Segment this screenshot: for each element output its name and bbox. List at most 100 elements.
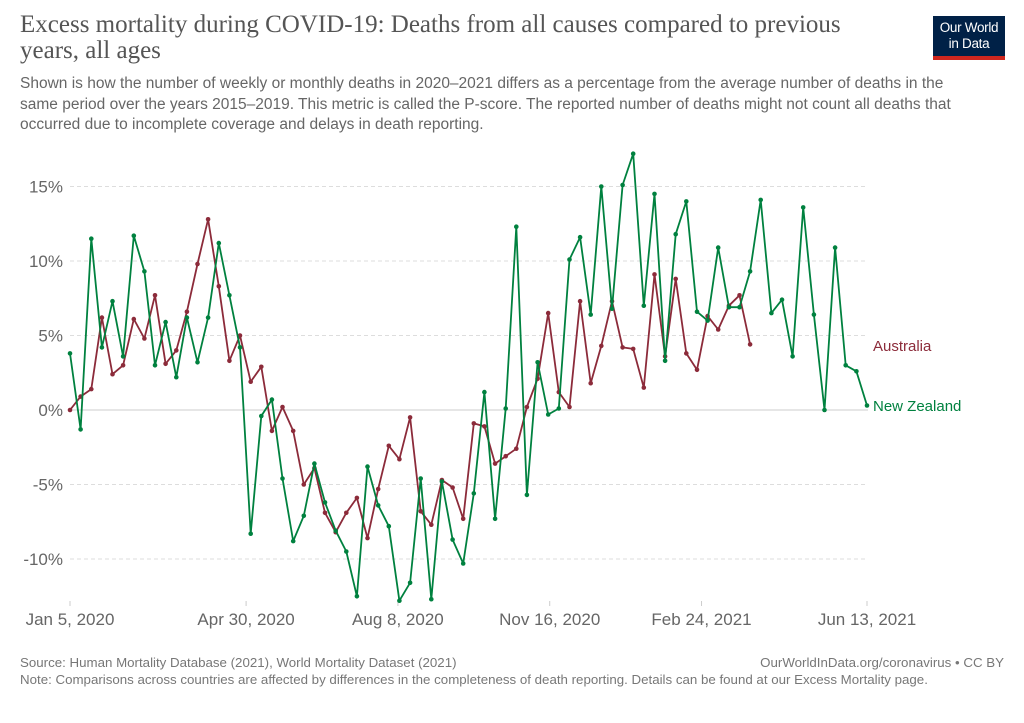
data-point	[779, 297, 785, 303]
data-point	[684, 351, 689, 356]
data-point	[142, 336, 147, 341]
data-point	[705, 318, 710, 323]
data-point	[227, 293, 232, 298]
data-point	[131, 316, 137, 322]
data-point	[599, 184, 604, 189]
data-point	[747, 342, 753, 347]
x-tick-label: Apr 30, 2020	[197, 610, 294, 629]
data-point	[205, 315, 211, 320]
owid-link[interactable]: OurWorldInData.org/coronavirus • CC BY	[760, 655, 1004, 670]
data-point	[174, 374, 179, 380]
data-point	[503, 453, 509, 459]
data-point	[290, 538, 296, 544]
source-text: Source: Human Mortality Database (2021),…	[20, 655, 457, 670]
data-point	[89, 236, 94, 241]
data-point	[248, 531, 253, 536]
data-point	[237, 333, 243, 338]
data-point	[588, 312, 593, 317]
data-point	[237, 345, 243, 350]
data-point	[110, 298, 115, 304]
data-point	[407, 415, 413, 420]
data-point	[769, 310, 774, 316]
data-point	[843, 363, 848, 368]
data-point	[333, 528, 339, 533]
data-point	[227, 358, 232, 364]
data-point	[174, 348, 179, 353]
data-point	[641, 385, 647, 390]
data-point	[715, 245, 721, 250]
data-point	[195, 360, 200, 365]
data-point	[152, 293, 158, 298]
data-point	[184, 315, 190, 320]
data-point	[322, 500, 328, 505]
data-point	[354, 495, 360, 501]
series-new-zealand	[67, 151, 870, 603]
data-point	[120, 363, 126, 368]
data-point	[375, 503, 381, 508]
data-point	[301, 513, 307, 519]
data-point	[375, 486, 381, 492]
data-point	[620, 182, 625, 188]
y-tick-label: 5%	[38, 327, 63, 346]
data-point	[652, 191, 657, 197]
data-point	[715, 327, 721, 332]
data-point	[747, 269, 753, 274]
y-axis: -10% -5% 0% 5% 10% 15%	[23, 178, 63, 570]
data-point	[99, 315, 105, 320]
data-point	[418, 509, 424, 514]
line-new-zealand	[69, 152, 868, 602]
data-point	[535, 360, 540, 365]
data-point	[662, 358, 668, 364]
data-point	[811, 312, 817, 317]
data-point	[524, 492, 530, 498]
chart-title: Excess mortality during COVID-19: Deaths…	[20, 11, 841, 64]
data-point	[652, 272, 657, 277]
data-point	[120, 354, 126, 359]
logo-line-2: in Data	[948, 36, 990, 51]
x-tick-label: Jun 13, 2021	[818, 610, 916, 629]
data-point	[864, 403, 870, 408]
data-point	[290, 428, 296, 434]
data-point	[407, 580, 413, 586]
y-tick-label: 15%	[29, 178, 63, 197]
data-point	[386, 523, 392, 529]
logo-line-1: Our World	[939, 20, 999, 35]
data-point	[832, 245, 838, 250]
data-point	[216, 284, 222, 289]
note-text: Note: Comparisons across countries are a…	[20, 671, 928, 687]
data-point	[110, 371, 115, 377]
data-point	[471, 491, 477, 496]
data-point	[620, 345, 625, 350]
data-point	[439, 479, 445, 484]
data-point	[259, 364, 264, 370]
data-point	[800, 205, 806, 210]
data-point	[429, 596, 434, 602]
data-point	[460, 516, 466, 522]
data-point	[269, 397, 275, 402]
data-point	[514, 446, 519, 452]
data-point	[344, 549, 349, 554]
data-point	[503, 406, 509, 411]
x-tick-label: Feb 24, 2021	[651, 610, 751, 629]
data-point	[142, 269, 147, 274]
data-point	[630, 346, 636, 352]
data-point	[673, 231, 678, 237]
data-point	[365, 535, 370, 541]
data-point	[152, 363, 158, 368]
data-point	[588, 380, 593, 386]
series-labels: Australia New Zealand	[873, 338, 961, 415]
data-point	[195, 261, 200, 267]
data-point	[450, 537, 455, 542]
data-point	[301, 482, 307, 487]
series-australia	[67, 217, 753, 541]
data-point	[694, 367, 700, 373]
x-tick-label: Nov 16, 2020	[499, 610, 600, 629]
x-tick-label: Aug 8, 2020	[352, 610, 444, 629]
data-point	[344, 510, 349, 516]
data-point	[322, 510, 328, 516]
data-point	[492, 516, 498, 522]
owid-logo[interactable]: Our World in Data	[933, 16, 1005, 60]
data-point	[545, 412, 551, 417]
data-point	[641, 303, 647, 309]
data-point	[694, 309, 700, 315]
